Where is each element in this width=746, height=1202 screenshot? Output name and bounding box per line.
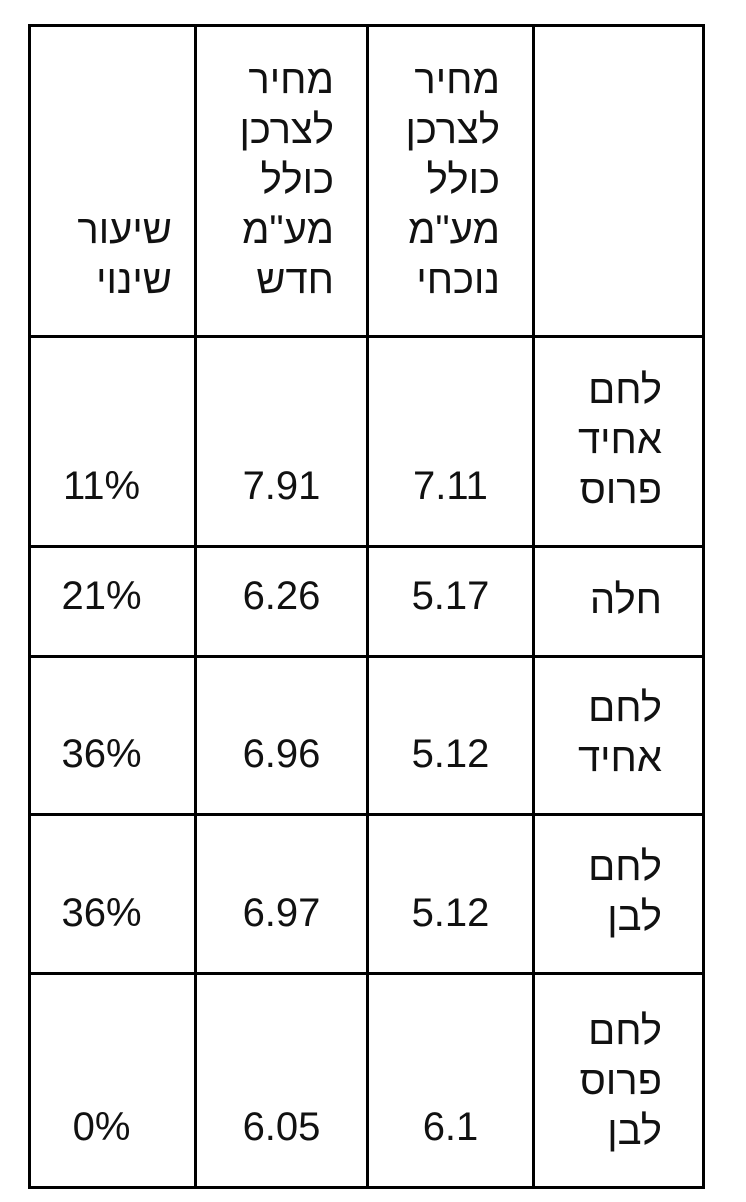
table-cell: 5.12 bbox=[366, 655, 535, 816]
header-row: מחיר לצרכן כולל מע"מ נוכחי מחיר לצרכן כול… bbox=[28, 24, 705, 338]
table-cell: לחם אחיד bbox=[532, 655, 705, 816]
table-cell: 0% bbox=[28, 972, 197, 1189]
cell-text: לחם אחיד bbox=[577, 686, 662, 780]
table-cell: 7.11 bbox=[366, 335, 535, 548]
table-cell: מחיר לצרכן כולל מע"מ נוכחי bbox=[366, 24, 535, 338]
table-cell: 5.12 bbox=[366, 813, 535, 975]
table-cell: 7.91 bbox=[194, 335, 369, 548]
cell-text: 36% bbox=[61, 891, 142, 935]
table-cell: 21% bbox=[28, 545, 197, 658]
table-row: חלה 5.17 6.26 21% bbox=[28, 545, 705, 658]
table-cell: 6.26 bbox=[194, 545, 369, 658]
table-cell: לחם אחיד פרוס bbox=[532, 335, 705, 548]
table-cell: חלה bbox=[532, 545, 705, 658]
table-cell: 5.17 bbox=[366, 545, 535, 658]
table-cell: מחיר לצרכן כולל מע"מ חדש bbox=[194, 24, 369, 338]
cell-text: 6.97 bbox=[242, 891, 321, 935]
cell-text: לחם פרוס לבן bbox=[579, 1009, 662, 1153]
table-wrap: מחיר לצרכן כולל מע"מ נוכחי מחיר לצרכן כול… bbox=[28, 24, 705, 1189]
cell-text: 5.12 bbox=[411, 732, 490, 776]
cell-text: 5.17 bbox=[411, 574, 490, 618]
table-cell: שיעור שינוי bbox=[28, 24, 197, 338]
cell-text: 7.11 bbox=[413, 464, 488, 508]
cell-text: לחם אחיד פרוס bbox=[577, 368, 662, 512]
table-cell: 11% bbox=[28, 335, 197, 548]
table-cell: 6.1 bbox=[366, 972, 535, 1189]
cell-text: 36% bbox=[61, 732, 142, 776]
cell-text: 0% bbox=[72, 1105, 131, 1149]
price-table: מחיר לצרכן כולל מע"מ נוכחי מחיר לצרכן כול… bbox=[28, 24, 705, 1189]
table-cell: 6.05 bbox=[194, 972, 369, 1189]
table-cell: 36% bbox=[28, 655, 197, 816]
cell-text: 11% bbox=[62, 464, 141, 508]
cell-text: 21% bbox=[61, 574, 142, 618]
cell-text: חלה bbox=[589, 578, 662, 622]
header-text: מחיר לצרכן כולל מע"מ נוכחי bbox=[405, 58, 500, 302]
cell-text: לחם לבן bbox=[588, 845, 662, 939]
table-cell bbox=[532, 24, 705, 338]
table-cell: 6.96 bbox=[194, 655, 369, 816]
cell-text: 7.91 bbox=[242, 464, 321, 508]
table-cell: 36% bbox=[28, 813, 197, 975]
cell-text: 6.05 bbox=[242, 1105, 321, 1149]
cell-text: 6.96 bbox=[242, 732, 321, 776]
table-row: לחם אחיד פרוס 7.11 7.91 11% bbox=[28, 335, 705, 548]
header-text: שיעור שינוי bbox=[77, 208, 172, 302]
table-row: לחם אחיד 5.12 6.96 36% bbox=[28, 655, 705, 816]
table-cell: 6.97 bbox=[194, 813, 369, 975]
cell-text: 6.1 bbox=[422, 1105, 479, 1149]
table-row: לחם פרוס לבן 6.1 6.05 0% bbox=[28, 972, 705, 1189]
table-cell: לחם פרוס לבן bbox=[532, 972, 705, 1189]
table-cell: לחם לבן bbox=[532, 813, 705, 975]
cell-text: 5.12 bbox=[411, 891, 490, 935]
cell-text: 6.26 bbox=[242, 574, 321, 618]
header-text: מחיר לצרכן כולל מע"מ חדש bbox=[239, 58, 334, 302]
table-row: לחם לבן 5.12 6.97 36% bbox=[28, 813, 705, 975]
